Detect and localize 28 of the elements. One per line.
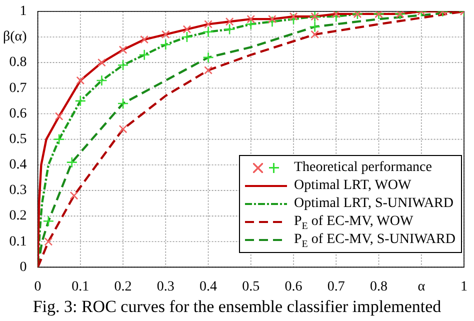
x-tick-label: 0.8	[370, 279, 388, 294]
y-tick-label: 0.3	[9, 183, 27, 198]
x-tick-label: 0.7	[327, 279, 345, 294]
x-tick-label: 1	[460, 279, 468, 294]
x-tick-label: α	[418, 279, 426, 294]
legend-label: P$_{E}$ of EC-MV, S-UNIWARD	[294, 231, 456, 250]
x-tick-label: 0.2	[114, 279, 132, 294]
y-tick-label: β(α)	[2, 30, 28, 45]
x-tick-label: 0.3	[156, 279, 174, 294]
y-tick-label: 0.7	[9, 80, 27, 96]
y-tick-label: 0.4	[9, 158, 27, 173]
legend-label: Theoretical performance	[294, 159, 432, 178]
y-tick-label: 0.1	[9, 234, 27, 250]
y-tick-label: 0.2	[9, 208, 27, 224]
x-tick-label: 0.1	[72, 279, 90, 294]
y-tick-label: 0.6	[9, 106, 27, 122]
y-tick-label: 0	[20, 260, 27, 275]
legend-label: Optimal LRT, WOW	[294, 177, 412, 196]
x-tick-label: 0.4	[200, 279, 218, 294]
x-tick-label: 0.6	[284, 279, 302, 294]
legend-label: P$_{E}$ of EC-MV, WOW	[294, 213, 414, 232]
caption: Fig. 3: ROC curves for the ensemble classifier implemented	[32, 297, 442, 317]
y-tick-label: 0.5	[9, 132, 27, 147]
y-tick-label: 0.8	[9, 55, 27, 70]
y-tick-label: 1	[20, 4, 27, 20]
x-tick-label: 0	[34, 279, 42, 294]
legend-label: Optimal LRT, S-UNIWARD	[294, 195, 454, 214]
x-tick-label: 0.5	[242, 279, 260, 294]
